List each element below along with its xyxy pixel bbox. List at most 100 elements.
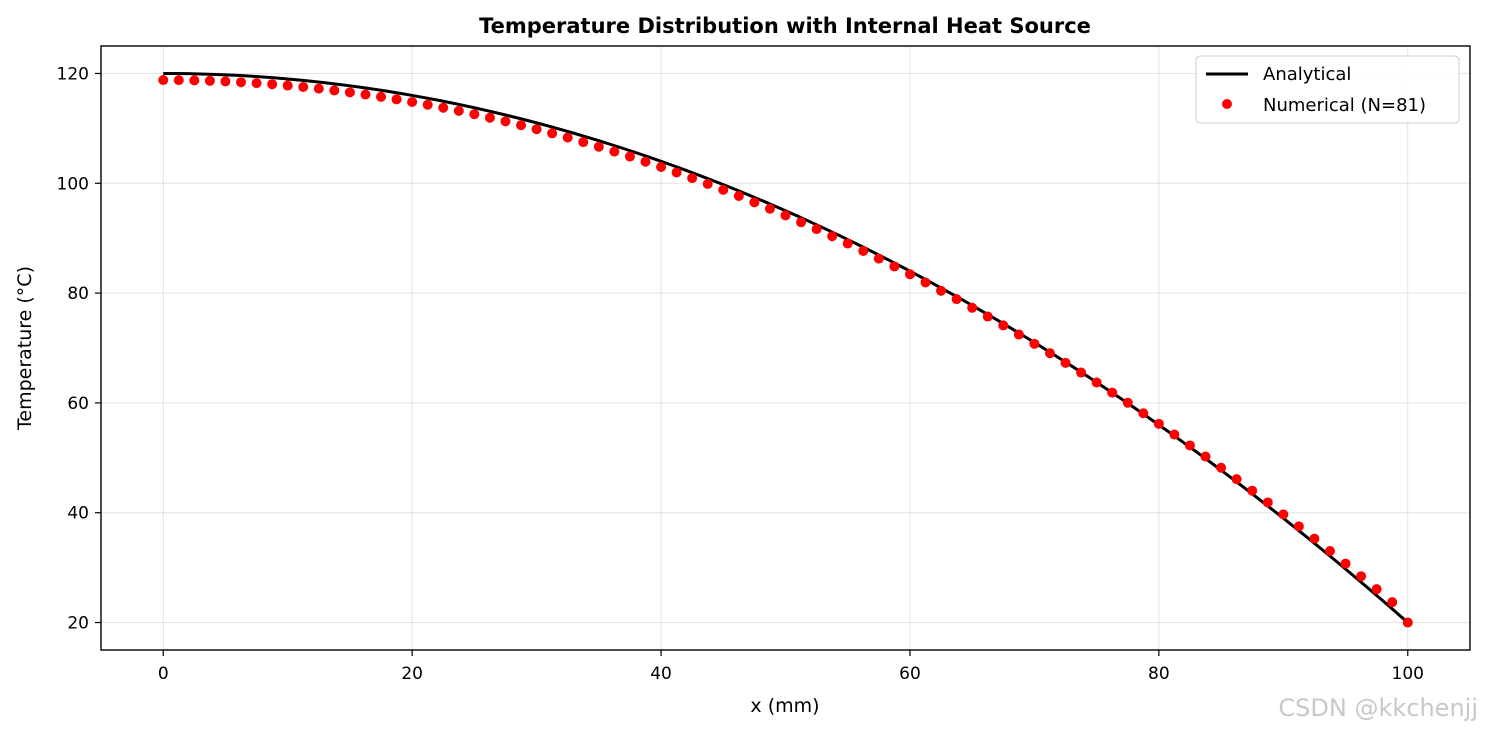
numerical-point	[640, 156, 651, 167]
numerical-point	[407, 96, 418, 107]
numerical-point	[1013, 329, 1024, 340]
numerical-point	[1060, 357, 1071, 368]
numerical-point	[360, 89, 371, 100]
legend-label-analytical: Analytical	[1263, 64, 1351, 85]
numerical-point	[282, 80, 293, 91]
y-tick-label: 80	[67, 284, 89, 304]
numerical-point	[1200, 451, 1211, 462]
numerical-point	[858, 245, 869, 256]
numerical-point	[702, 178, 713, 189]
numerical-point	[873, 253, 884, 264]
legend-marker-swatch	[1222, 99, 1232, 109]
numerical-point	[687, 173, 698, 184]
numerical-point	[718, 184, 729, 195]
numerical-point	[578, 137, 589, 148]
numerical-point	[313, 83, 324, 94]
numerical-point	[469, 109, 480, 120]
numerical-point	[1262, 497, 1273, 508]
chart-title: Temperature Distribution with Internal H…	[479, 14, 1091, 38]
numerical-point	[236, 77, 247, 88]
legend-box	[1195, 55, 1460, 124]
x-tick-label: 100	[1392, 664, 1424, 684]
numerical-point	[298, 82, 309, 93]
numerical-point	[344, 87, 355, 98]
numerical-point	[1247, 485, 1258, 496]
x-tick-label: 20	[401, 664, 423, 684]
numerical-point	[1324, 546, 1335, 556]
numerical-point	[609, 146, 620, 157]
numerical-point	[422, 99, 433, 110]
numerical-point	[1044, 348, 1055, 359]
numerical-point	[796, 217, 807, 228]
numerical-point	[562, 132, 573, 143]
numerical-point	[1309, 533, 1320, 544]
y-tick-label: 20	[67, 614, 89, 634]
numerical-point	[500, 116, 511, 127]
numerical-point	[1107, 387, 1118, 398]
x-tick-label: 40	[650, 664, 672, 684]
numerical-point	[842, 238, 853, 249]
numerical-point	[220, 76, 231, 87]
x-tick-label: 80	[1148, 664, 1170, 684]
numerical-point	[1029, 338, 1040, 349]
analytical-line	[163, 71, 1409, 624]
numerical-point	[1076, 367, 1087, 378]
x-axis-label: x (mm)	[750, 695, 819, 717]
numerical-point	[376, 91, 387, 102]
numerical-point	[624, 151, 635, 162]
numerical-point	[453, 105, 464, 116]
numerical-point	[811, 224, 822, 235]
numerical-point	[391, 94, 402, 105]
numerical-point	[749, 197, 760, 208]
numerical-point	[998, 320, 1009, 331]
numerical-point	[982, 311, 993, 322]
numerical-point	[780, 210, 791, 221]
numerical-point	[189, 75, 200, 86]
numerical-point	[1356, 571, 1367, 582]
numerical-point	[951, 294, 962, 305]
numerical-point	[827, 231, 838, 242]
watermark-text: CSDN @kkchenjj	[1278, 694, 1478, 722]
y-tick-label: 120	[57, 64, 89, 84]
numerical-point	[547, 128, 558, 139]
y-axis-label: Temperature (°C)	[14, 266, 36, 431]
numerical-point	[1169, 429, 1180, 440]
numerical-point	[1122, 397, 1133, 408]
numerical-point	[764, 203, 775, 214]
x-tick-label: 60	[899, 664, 921, 684]
numerical-point	[484, 112, 495, 123]
numerical-point	[904, 269, 915, 280]
legend-label-numerical: Numerical (N=81)	[1263, 95, 1426, 116]
y-tick-label: 40	[67, 504, 89, 524]
numerical-point	[251, 78, 262, 89]
numerical-point	[204, 75, 215, 86]
legend: Analytical Numerical (N=81)	[1195, 55, 1460, 124]
numerical-point	[920, 277, 931, 288]
numerical-point	[531, 124, 542, 135]
numerical-point	[889, 261, 900, 272]
numerical-point	[329, 85, 340, 96]
numerical-point	[593, 141, 604, 152]
numerical-point	[656, 162, 667, 173]
numerical-point	[1153, 418, 1164, 429]
analytical-series	[163, 71, 1409, 624]
numerical-point	[267, 79, 278, 90]
y-tick-label: 60	[67, 394, 89, 414]
axis-ticks: 0 20 40 60 80 100 20 40 60 80 100 120	[57, 64, 1424, 684]
numerical-point	[1091, 377, 1102, 388]
numerical-point	[1387, 597, 1398, 608]
x-tick-label: 0	[158, 664, 169, 684]
numerical-point	[1402, 617, 1413, 628]
plot-area-frame	[100, 45, 1471, 651]
numerical-series	[158, 75, 1413, 628]
numerical-point	[516, 120, 527, 131]
numerical-point	[1184, 440, 1195, 451]
numerical-point	[1293, 521, 1304, 532]
numerical-point	[1216, 462, 1227, 473]
numerical-point	[936, 285, 947, 296]
numerical-point	[1278, 509, 1289, 520]
numerical-point	[733, 191, 744, 202]
numerical-point	[1340, 558, 1351, 569]
numerical-point	[438, 102, 449, 113]
